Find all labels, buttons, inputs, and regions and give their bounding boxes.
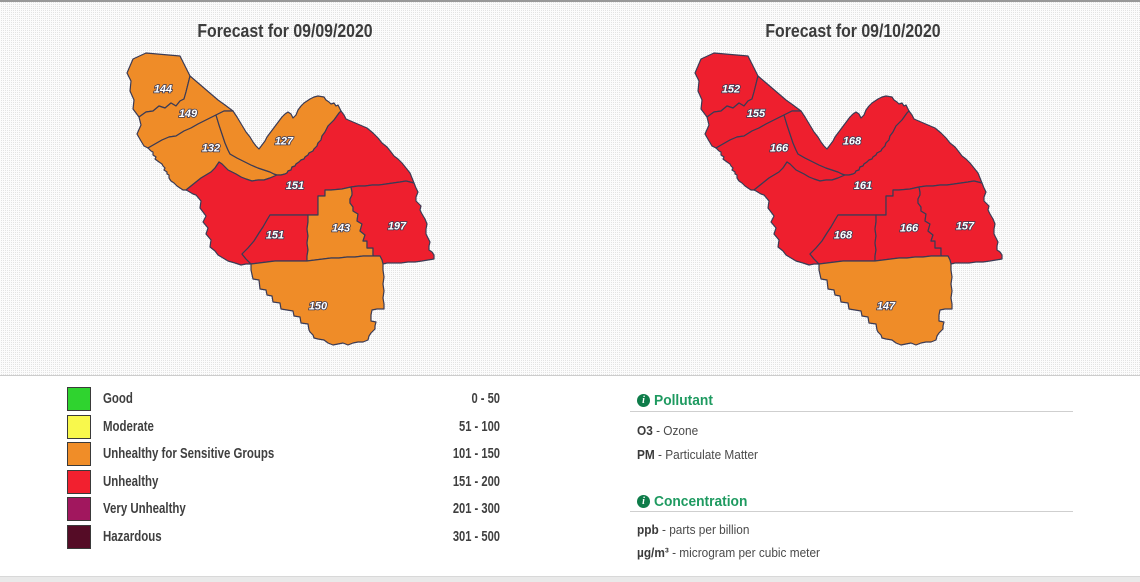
svg-text:197: 197 xyxy=(388,220,407,232)
svg-text:149: 149 xyxy=(179,108,198,120)
svg-text:161: 161 xyxy=(854,180,872,192)
svg-text:168: 168 xyxy=(834,229,853,241)
svg-text:127: 127 xyxy=(275,135,294,147)
svg-text:144: 144 xyxy=(154,83,172,95)
svg-text:143: 143 xyxy=(332,222,350,234)
svg-text:152: 152 xyxy=(722,83,740,95)
svg-text:168: 168 xyxy=(843,135,862,147)
svg-text:157: 157 xyxy=(956,220,975,232)
svg-text:150: 150 xyxy=(309,300,328,312)
svg-text:151: 151 xyxy=(266,229,284,241)
svg-text:147: 147 xyxy=(877,300,896,312)
svg-text:166: 166 xyxy=(900,222,919,234)
svg-text:155: 155 xyxy=(747,108,766,120)
svg-text:166: 166 xyxy=(770,142,789,154)
svg-text:151: 151 xyxy=(286,180,304,192)
svg-text:132: 132 xyxy=(202,142,220,154)
